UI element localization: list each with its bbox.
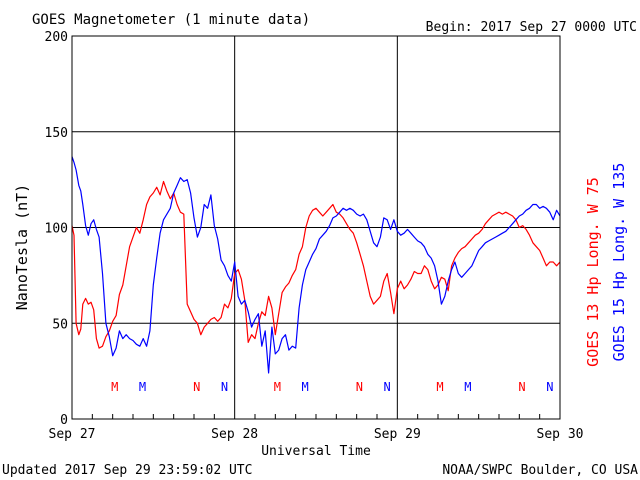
- midnight-marker: M: [111, 380, 118, 394]
- chart-title: GOES Magnetometer (1 minute data): [32, 12, 310, 28]
- x-tick-label: Sep 29: [374, 427, 421, 442]
- y-axis-label: NanoTesla (nT): [13, 184, 31, 310]
- y-tick-label: 50: [52, 317, 68, 332]
- x-tick-label: Sep 30: [537, 427, 584, 442]
- credit-label: NOAA/SWPC Boulder, CO USA: [442, 463, 638, 478]
- noon-marker: N: [546, 380, 553, 394]
- midnight-marker: M: [139, 380, 146, 394]
- series-lines: [71, 156, 561, 374]
- legend-goes15: GOES 15 Hp Long. W 135: [610, 163, 628, 362]
- legend-goes13: GOES 13 Hp Long. W 75: [584, 177, 602, 367]
- x-tick-labels: Sep 27 Sep 28 Sep 29 Sep 30: [49, 427, 584, 442]
- midnight-marker: M: [436, 380, 443, 394]
- x-axis-label: Universal Time: [261, 444, 371, 459]
- y-tick-label: 150: [45, 126, 68, 141]
- updated-timestamp: Updated 2017 Sep 29 23:59:02 UTC: [2, 463, 252, 478]
- midnight-marker: M: [464, 380, 471, 394]
- noon-marker: N: [384, 380, 391, 394]
- noon-marker: N: [221, 380, 228, 394]
- y-tick-labels: 0 50 100 150 200: [45, 30, 68, 428]
- x-tick-label: Sep 28: [211, 427, 258, 442]
- noon-marker: N: [193, 380, 200, 394]
- y-tick-label: 0: [60, 413, 68, 428]
- x-tick-label: Sep 27: [49, 427, 96, 442]
- midnight-marker: M: [302, 380, 309, 394]
- begin-label: Begin: 2017 Sep 27 0000 UTC: [426, 20, 637, 35]
- y-tick-label: 100: [45, 222, 68, 237]
- y-tick-label: 200: [45, 30, 68, 45]
- series-line-goes15: [71, 156, 561, 374]
- midnight-marker: M: [274, 380, 281, 394]
- noon-marker: N: [356, 380, 363, 394]
- plot-frame: [71, 35, 561, 420]
- noon-marker: N: [518, 380, 525, 394]
- series-line-goes13: [71, 180, 561, 349]
